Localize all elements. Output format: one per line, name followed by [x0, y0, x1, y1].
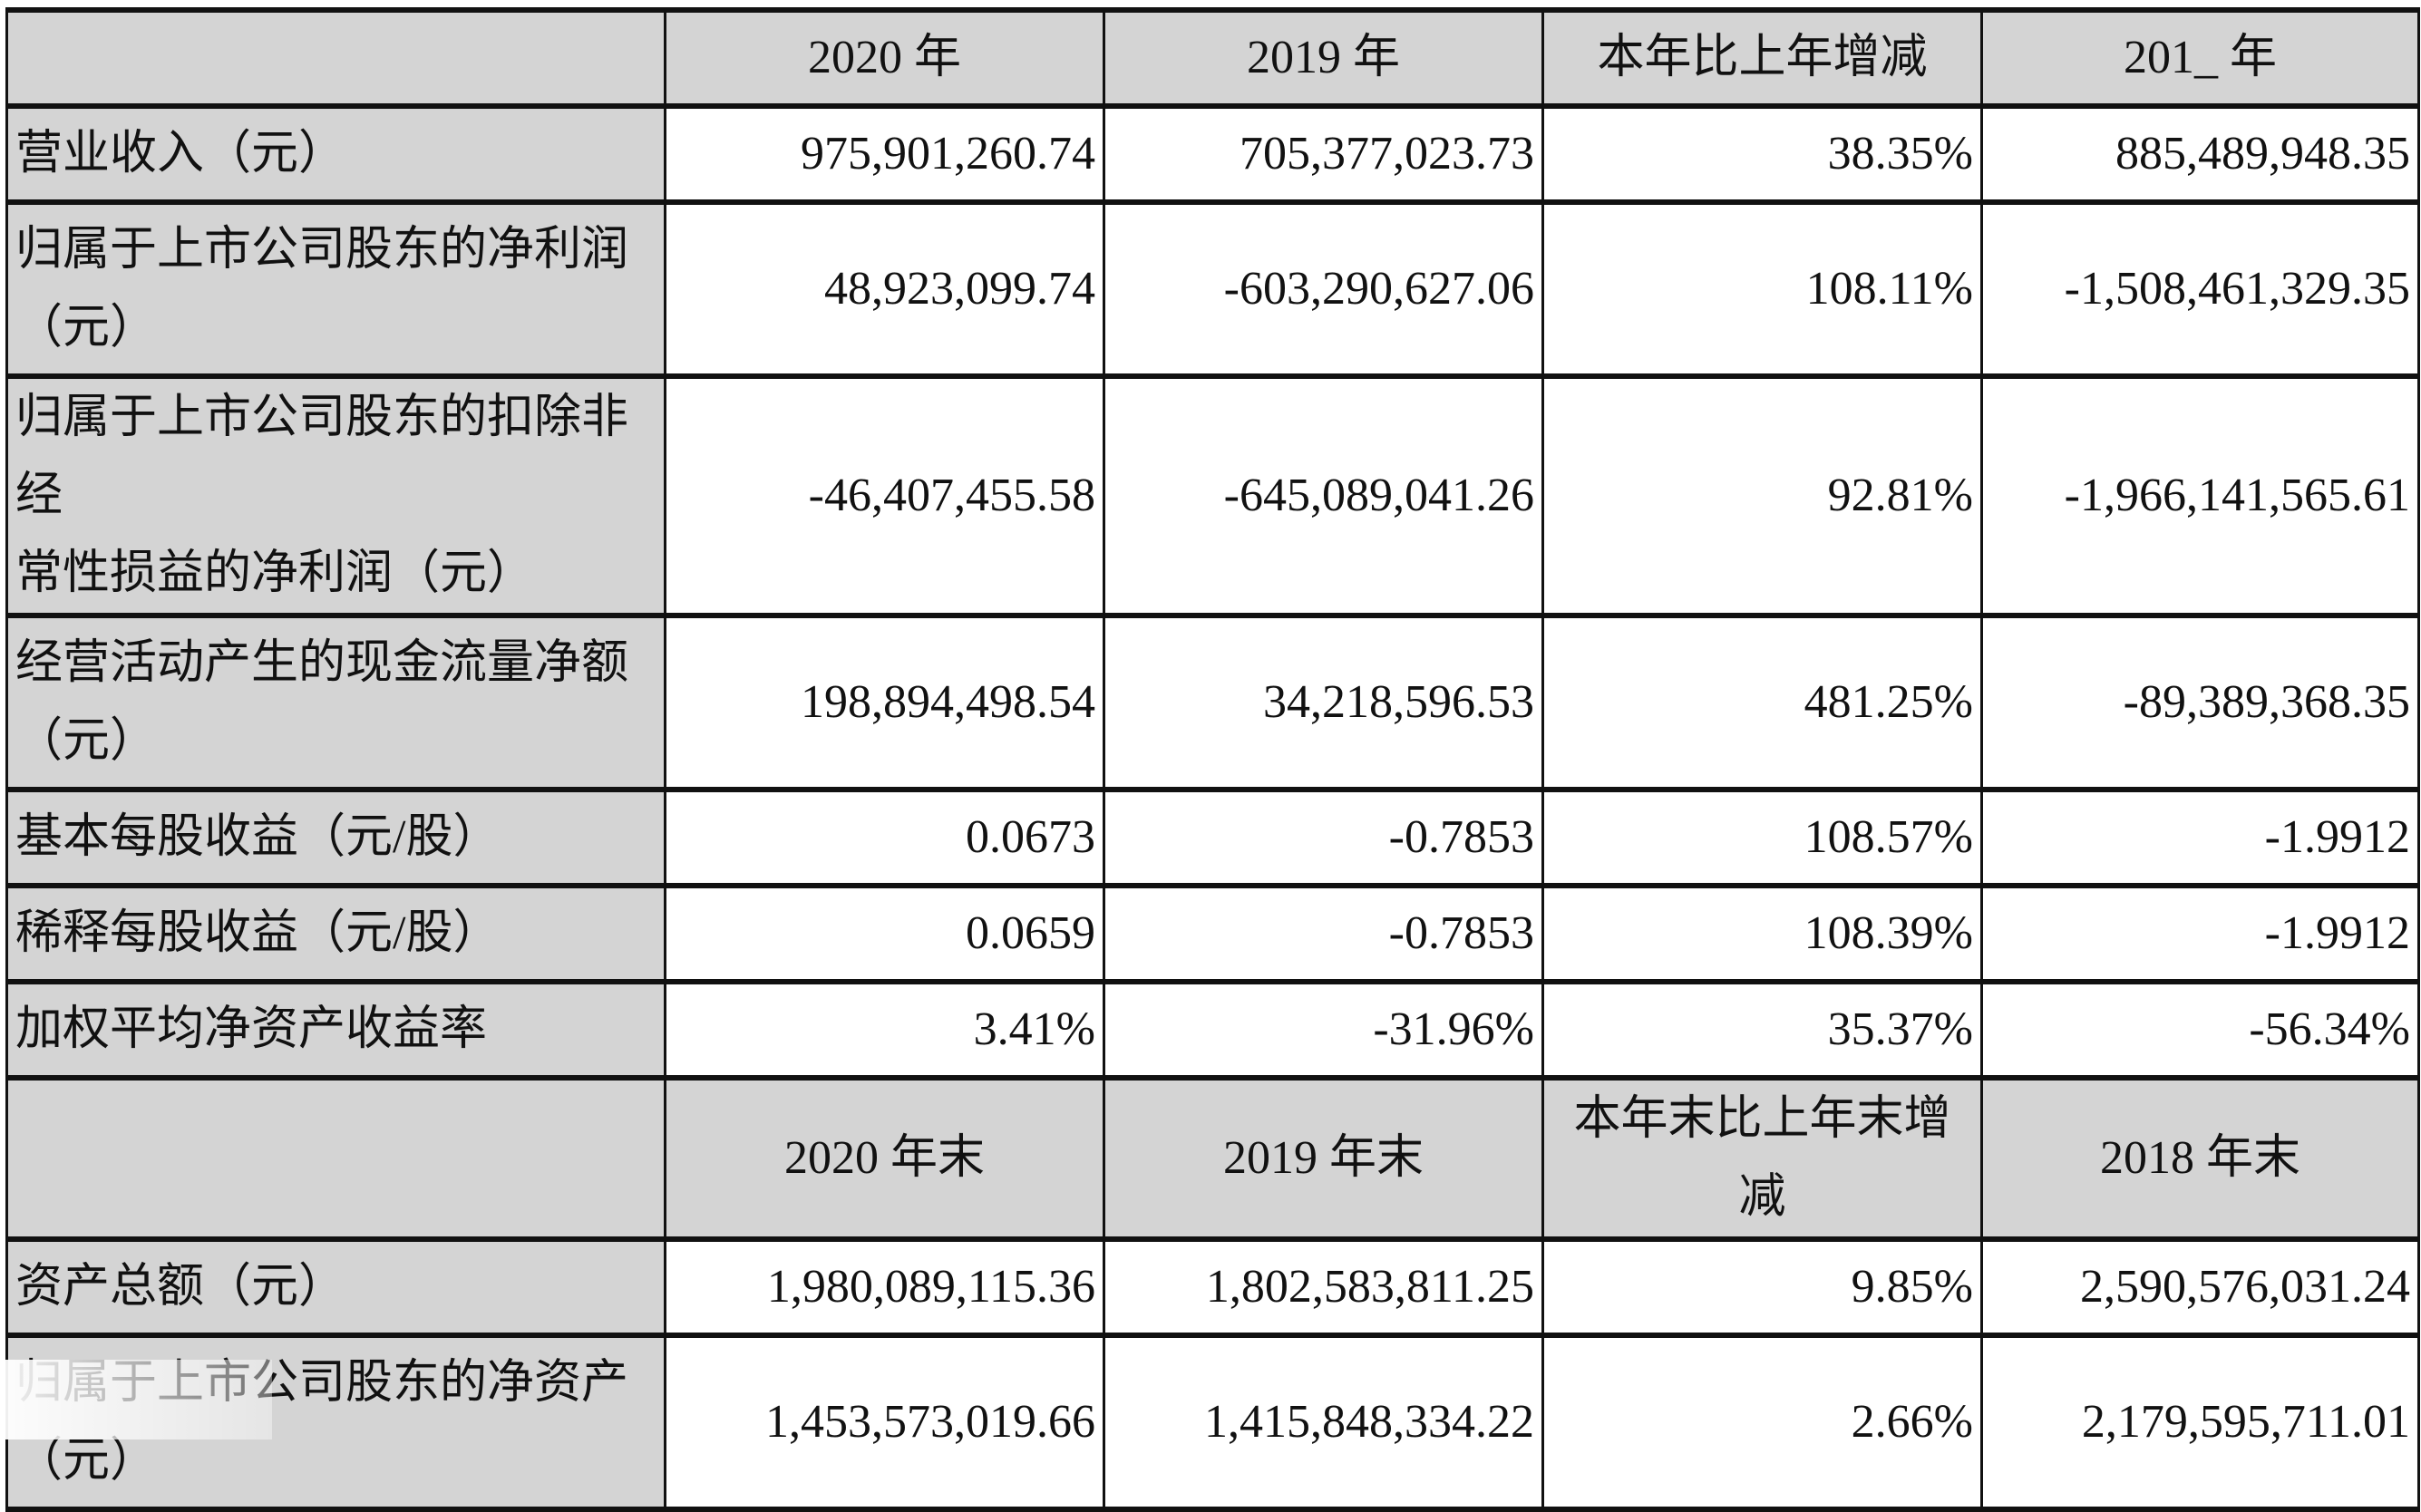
table-row-operating-cash-flow: 经营活动产生的现金流量净额 （元） 198,894,498.54 34,218,5… [5, 613, 2420, 792]
cell-value: 9.85% [1541, 1236, 1983, 1338]
header-2019: 2019 年 [1103, 7, 1544, 109]
cell-value: 108.39% [1541, 883, 1983, 984]
financial-summary-table: 2020 年 2019 年 本年比上年增减 201_ 年 营业收入（元） 975… [5, 7, 2420, 1512]
cell-value: 108.11% [1541, 199, 1983, 379]
cell-value: -1.9912 [1980, 787, 2420, 888]
cell-value: 48,923,099.74 [664, 199, 1105, 379]
cell-value: -1,508,461,329.35 [1980, 199, 2420, 379]
cell-value: -1,966,141,565.61 [1980, 373, 2420, 618]
table-row-total-assets: 资产总额（元） 1,980,089,115.36 1,802,583,811.2… [5, 1236, 2420, 1338]
cell-value: 2,590,576,031.24 [1980, 1236, 2420, 1338]
row-label: 加权平均净资产收益率 [5, 979, 666, 1081]
cell-value: 0.0673 [664, 787, 1105, 888]
cell-value: 885,489,948.35 [1980, 103, 2420, 205]
cell-value: 35.37% [1541, 979, 1983, 1081]
row-label-line: 常性损益的净利润（元） [15, 548, 535, 599]
header-corner [5, 1075, 666, 1242]
row-label-line: 经营活动产生的现金流量净额 [15, 637, 629, 689]
cell-value: -1.9912 [1980, 883, 2420, 984]
cell-value: -89,389,368.35 [1980, 613, 2420, 792]
table-row-diluted-eps: 稀释每股收益（元/股） 0.0659 -0.7853 108.39% -1.99… [5, 883, 2420, 984]
table-row-net-assets: 归属于上市公司股东的净资产 （元） 1,453,573,019.66 1,415,… [5, 1333, 2420, 1512]
table-row-net-profit-deducted: 归属于上市公司股东的扣除非经常性损益的净利润（元） -46,407,455.58… [5, 373, 2420, 618]
table-row-revenue: 营业收入（元） 975,901,260.74 705,377,023.73 38… [5, 103, 2420, 205]
cell-value: 1,453,573,019.66 [664, 1333, 1105, 1512]
header-corner [5, 7, 666, 109]
cell-value: 38.35% [1541, 103, 1983, 205]
row-label-line: 营业收入（元） [15, 128, 346, 179]
cell-value: 705,377,023.73 [1103, 103, 1544, 205]
row-label: 归属于上市公司股东的净利润 （元） [5, 199, 666, 379]
cell-value: 198,894,498.54 [664, 613, 1105, 792]
row-label-line: 加权平均净资产收益率 [15, 1003, 488, 1055]
cell-value: -31.96% [1103, 979, 1544, 1081]
row-label-line: （元） [15, 715, 158, 767]
cell-value: 1,802,583,811.25 [1103, 1236, 1544, 1338]
cell-value: 0.0659 [664, 883, 1105, 984]
cell-value: 975,901,260.74 [664, 103, 1105, 205]
row-label-line: 稀释每股收益（元/股） [15, 907, 501, 959]
row-label: 归属于上市公司股东的扣除非经常性损益的净利润（元） [5, 373, 666, 618]
header-yoy-end-change: 本年末比上年末增减 [1541, 1075, 1983, 1242]
cell-value: -0.7853 [1103, 787, 1544, 888]
cell-value: 34,218,596.53 [1103, 613, 1544, 792]
table-row-basic-eps: 基本每股收益（元/股） 0.0673 -0.7853 108.57% -1.99… [5, 787, 2420, 888]
table-row-weighted-roe: 加权平均净资产收益率 3.41% -31.96% 35.37% -56.34% [5, 979, 2420, 1081]
cell-value: 3.41% [664, 979, 1105, 1081]
header-2018: 201_ 年 [1980, 7, 2420, 109]
header-yoy-change: 本年比上年增减 [1541, 7, 1983, 109]
header-2020: 2020 年 [664, 7, 1105, 109]
header-2018-end: 2018 年末 [1980, 1075, 2420, 1242]
header-2019-end: 2019 年末 [1103, 1075, 1544, 1242]
row-label-line: （元） [15, 302, 158, 354]
cell-value: 108.57% [1541, 787, 1983, 888]
cell-value: 2,179,595,711.01 [1980, 1333, 2420, 1512]
cell-value: 481.25% [1541, 613, 1983, 792]
cell-value: -46,407,455.58 [664, 373, 1105, 618]
row-label: 经营活动产生的现金流量净额 （元） [5, 613, 666, 792]
header-row-year-end: 2020 年末 2019 年末 本年末比上年末增减 2018 年末 [5, 1075, 2420, 1242]
cell-value: -645,089,041.26 [1103, 373, 1544, 618]
cell-value: 92.81% [1541, 373, 1983, 618]
header-2020-end: 2020 年末 [664, 1075, 1105, 1242]
row-label-line: 归属于上市公司股东的扣除非经 [15, 392, 629, 521]
cell-value: -56.34% [1980, 979, 2420, 1081]
table-row-net-profit: 归属于上市公司股东的净利润 （元） 48,923,099.74 -603,290,… [5, 199, 2420, 379]
row-label: 资产总额（元） [5, 1236, 666, 1338]
row-label-line: 资产总额（元） [15, 1261, 346, 1313]
row-label: 基本每股收益（元/股） [5, 787, 666, 888]
header-row-annual: 2020 年 2019 年 本年比上年增减 201_ 年 [5, 7, 2420, 109]
row-label: 营业收入（元） [5, 103, 666, 205]
cell-value: 1,415,848,334.22 [1103, 1333, 1544, 1512]
row-label-line: 归属于上市公司股东的净利润 [15, 224, 629, 276]
cell-value: -603,290,627.06 [1103, 199, 1544, 379]
cell-value: -0.7853 [1103, 883, 1544, 984]
cell-value: 1,980,089,115.36 [664, 1236, 1105, 1338]
header-2018-text: 201_ 年 [2123, 32, 2277, 83]
row-label-line: 基本每股收益（元/股） [15, 811, 501, 863]
cell-value: 2.66% [1541, 1333, 1983, 1512]
scan-smudge-overlay [0, 1360, 272, 1439]
row-label: 稀释每股收益（元/股） [5, 883, 666, 984]
